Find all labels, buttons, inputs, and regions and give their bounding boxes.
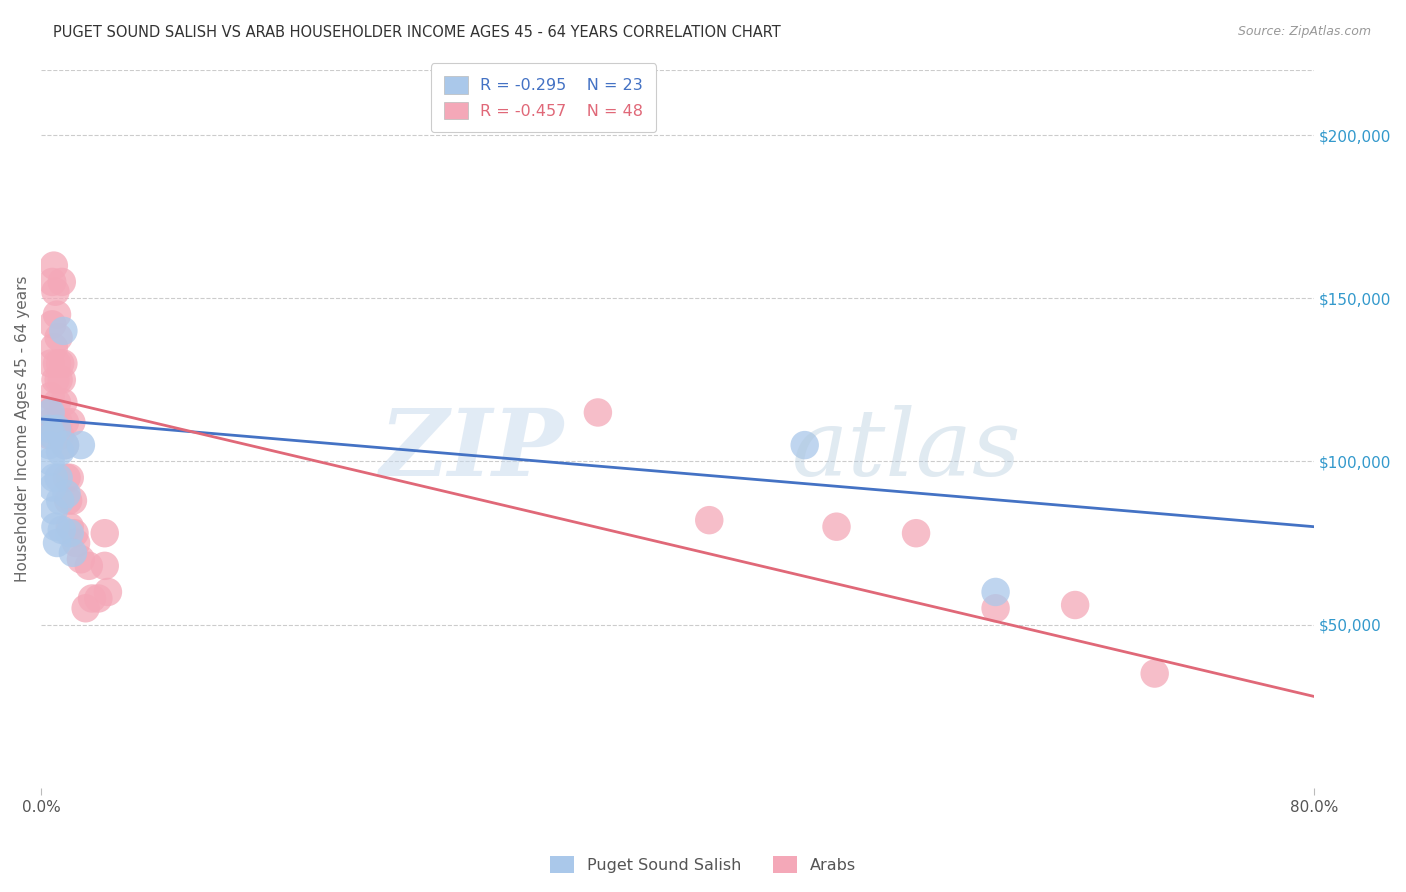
Point: [52, 395, 75, 409]
Point: [49, 357, 72, 371]
Point: [44, 285, 66, 299]
Point: [42, 340, 65, 354]
Point: [38, 438, 60, 452]
Point: [49, 444, 72, 458]
Legend: R = -0.295    N = 23, R = -0.457    N = 48: R = -0.295 N = 23, R = -0.457 N = 48: [430, 63, 657, 132]
Point: [39, 357, 62, 371]
Point: [52, 324, 75, 338]
Point: [44, 519, 66, 533]
Y-axis label: Householder Income Ages 45 - 64 years: Householder Income Ages 45 - 64 years: [15, 276, 30, 582]
Point: [55, 471, 77, 485]
Point: [42, 503, 65, 517]
Point: [46, 395, 69, 409]
Point: [53, 438, 76, 452]
Point: [46, 357, 69, 371]
Point: [97, 585, 120, 599]
Point: [80, 591, 103, 606]
Point: [41, 318, 63, 332]
Point: [905, 526, 928, 541]
Point: [39, 389, 62, 403]
Point: [984, 601, 1007, 615]
Point: [70, 552, 93, 566]
Point: [38, 405, 60, 419]
Point: [1143, 666, 1166, 681]
Point: [48, 471, 70, 485]
Point: [1064, 598, 1087, 612]
Point: [53, 438, 76, 452]
Point: [38, 422, 60, 436]
Point: [44, 373, 66, 387]
Point: [48, 330, 70, 344]
Point: [59, 526, 82, 541]
Point: [62, 493, 84, 508]
Point: [75, 601, 97, 615]
Point: [39, 454, 62, 468]
Text: PUGET SOUND SALISH VS ARAB HOUSEHOLDER INCOME AGES 45 - 64 YEARS CORRELATION CHA: PUGET SOUND SALISH VS ARAB HOUSEHOLDER I…: [53, 25, 782, 40]
Point: [48, 373, 70, 387]
Point: [41, 275, 63, 289]
Point: [46, 422, 69, 436]
Point: [586, 405, 609, 419]
Point: [60, 415, 83, 429]
Point: [53, 415, 76, 429]
Point: [56, 493, 79, 508]
Point: [49, 428, 72, 442]
Point: [62, 546, 84, 560]
Point: [93, 558, 115, 573]
Point: [65, 536, 87, 550]
Point: [93, 526, 115, 541]
Point: [793, 438, 815, 452]
Point: [52, 357, 75, 371]
Point: [46, 308, 69, 322]
Point: [825, 519, 848, 533]
Point: [48, 415, 70, 429]
Point: [51, 275, 73, 289]
Point: [39, 405, 62, 419]
Point: [59, 471, 82, 485]
Point: [55, 487, 77, 501]
Point: [39, 415, 62, 429]
Point: [42, 259, 65, 273]
Text: ZIP: ZIP: [378, 405, 562, 495]
Point: [63, 526, 86, 541]
Point: [51, 373, 73, 387]
Point: [41, 428, 63, 442]
Text: Source: ZipAtlas.com: Source: ZipAtlas.com: [1237, 25, 1371, 38]
Point: [70, 438, 93, 452]
Point: [51, 523, 73, 537]
Legend: Puget Sound Salish, Arabs: Puget Sound Salish, Arabs: [544, 849, 862, 880]
Point: [697, 513, 720, 527]
Text: atlas: atlas: [792, 405, 1022, 495]
Point: [984, 585, 1007, 599]
Point: [59, 519, 82, 533]
Point: [77, 558, 100, 573]
Point: [46, 536, 69, 550]
Point: [49, 493, 72, 508]
Point: [41, 481, 63, 495]
Point: [42, 471, 65, 485]
Point: [38, 428, 60, 442]
Point: [87, 591, 110, 606]
